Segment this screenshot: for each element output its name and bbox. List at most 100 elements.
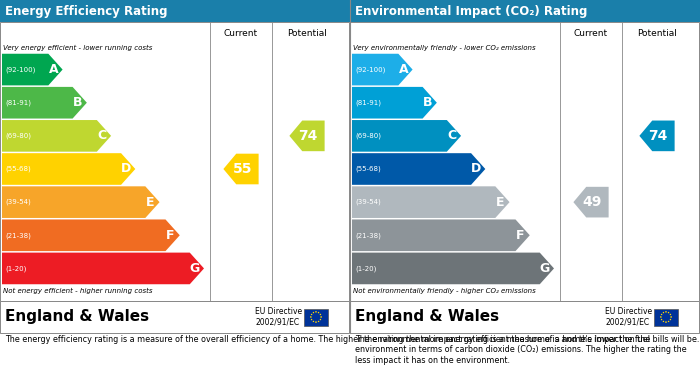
Polygon shape [662, 312, 664, 314]
Polygon shape [223, 154, 258, 184]
Polygon shape [668, 312, 670, 314]
Polygon shape [352, 87, 437, 118]
Bar [0, 301, 349, 333]
Polygon shape [352, 54, 412, 85]
Text: 74: 74 [649, 129, 668, 143]
Text: England & Wales: England & Wales [5, 310, 149, 325]
Text: England & Wales: England & Wales [355, 310, 499, 325]
Polygon shape [311, 318, 313, 321]
Polygon shape [352, 153, 485, 185]
Text: (69-80): (69-80) [5, 133, 31, 139]
Text: (21-38): (21-38) [355, 232, 381, 239]
Text: (92-100): (92-100) [355, 66, 386, 73]
Bar [0, 0, 350, 22]
Text: Not environmentally friendly - higher CO₂ emissions: Not environmentally friendly - higher CO… [353, 288, 536, 294]
Text: Very environmentally friendly - lower CO₂ emissions: Very environmentally friendly - lower CO… [353, 45, 536, 51]
Text: (81-91): (81-91) [5, 99, 31, 106]
Polygon shape [662, 320, 664, 322]
Text: E: E [496, 196, 505, 209]
Polygon shape [661, 313, 663, 315]
Polygon shape [670, 316, 672, 318]
Polygon shape [665, 321, 667, 323]
Polygon shape [310, 316, 312, 318]
Text: Current: Current [224, 29, 258, 38]
Polygon shape [352, 120, 461, 152]
Polygon shape [669, 318, 671, 321]
Text: (55-68): (55-68) [5, 166, 31, 172]
Bar [350, 301, 699, 333]
Text: E: E [146, 196, 155, 209]
Polygon shape [668, 320, 670, 322]
Text: 55: 55 [232, 162, 252, 176]
Text: D: D [471, 163, 481, 176]
Polygon shape [573, 187, 608, 217]
Bar [654, 308, 678, 325]
Text: (21-38): (21-38) [5, 232, 31, 239]
Text: 49: 49 [582, 195, 602, 209]
Text: G: G [540, 262, 550, 275]
Polygon shape [660, 316, 662, 318]
Bar [350, 0, 700, 22]
Text: Potential: Potential [287, 29, 327, 38]
Text: Environmental Impact (CO₂) Rating: Environmental Impact (CO₂) Rating [355, 5, 587, 18]
Text: (55-68): (55-68) [355, 166, 381, 172]
Text: Energy Efficiency Rating: Energy Efficiency Rating [5, 5, 167, 18]
Text: (69-80): (69-80) [355, 133, 381, 139]
Polygon shape [315, 311, 317, 313]
Polygon shape [312, 312, 314, 314]
Polygon shape [315, 321, 317, 323]
Text: D: D [121, 163, 131, 176]
Text: C: C [97, 129, 106, 142]
Text: EU Directive: EU Directive [255, 307, 302, 316]
Polygon shape [352, 187, 510, 218]
Text: G: G [190, 262, 200, 275]
Text: (92-100): (92-100) [5, 66, 36, 73]
Text: F: F [517, 229, 525, 242]
Polygon shape [2, 54, 62, 85]
Text: Not energy efficient - higher running costs: Not energy efficient - higher running co… [3, 288, 153, 294]
Text: (39-54): (39-54) [5, 199, 31, 205]
Polygon shape [2, 153, 135, 185]
Text: B: B [423, 96, 433, 109]
Polygon shape [352, 219, 530, 251]
Polygon shape [311, 313, 313, 315]
Text: 2002/91/EC: 2002/91/EC [255, 317, 299, 326]
Text: Current: Current [574, 29, 608, 38]
Polygon shape [320, 316, 322, 318]
Polygon shape [2, 87, 87, 118]
Polygon shape [669, 313, 671, 315]
Text: Potential: Potential [637, 29, 677, 38]
Polygon shape [2, 219, 180, 251]
Text: (1-20): (1-20) [355, 265, 377, 272]
Text: C: C [447, 129, 456, 142]
Text: A: A [48, 63, 58, 76]
Text: The environmental impact rating is a measure of a home's impact on the environme: The environmental impact rating is a mea… [355, 335, 687, 365]
Text: (1-20): (1-20) [5, 265, 27, 272]
Text: F: F [167, 229, 175, 242]
Text: 2002/91/EC: 2002/91/EC [605, 317, 649, 326]
Text: Very energy efficient - lower running costs: Very energy efficient - lower running co… [3, 45, 153, 51]
Bar [350, 22, 699, 301]
Polygon shape [319, 313, 321, 315]
Polygon shape [319, 318, 321, 321]
Polygon shape [665, 311, 667, 313]
Polygon shape [639, 120, 675, 151]
Polygon shape [661, 318, 663, 321]
Text: A: A [398, 63, 408, 76]
Polygon shape [318, 320, 320, 322]
Text: EU Directive: EU Directive [605, 307, 652, 316]
Polygon shape [318, 312, 320, 314]
Bar [304, 308, 328, 325]
Bar [0, 22, 349, 301]
Polygon shape [2, 253, 204, 284]
Text: The energy efficiency rating is a measure of the overall efficiency of a home. T: The energy efficiency rating is a measur… [5, 335, 699, 344]
Text: (39-54): (39-54) [355, 199, 381, 205]
Polygon shape [2, 120, 111, 152]
Text: 74: 74 [299, 129, 318, 143]
Text: (81-91): (81-91) [355, 99, 381, 106]
Polygon shape [2, 187, 160, 218]
Polygon shape [289, 120, 325, 151]
Polygon shape [312, 320, 314, 322]
Polygon shape [352, 253, 554, 284]
Text: B: B [73, 96, 83, 109]
